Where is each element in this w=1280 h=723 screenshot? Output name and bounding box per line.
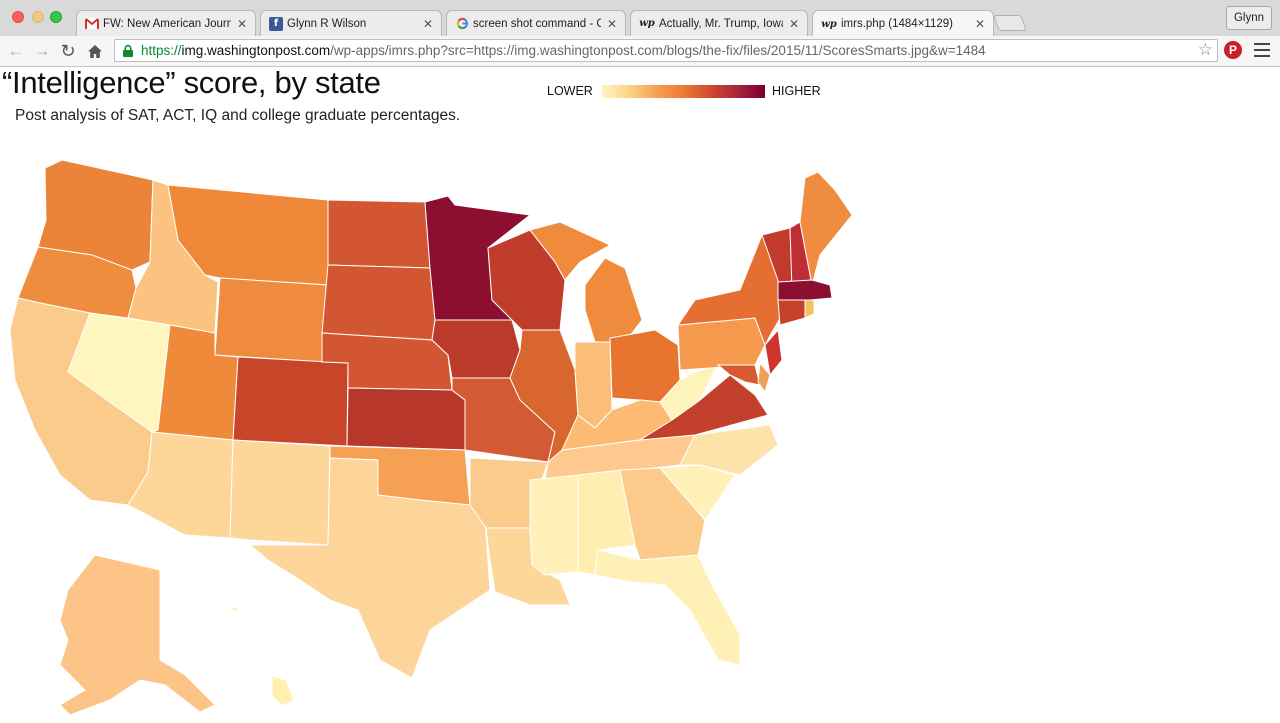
gmail-icon bbox=[85, 17, 99, 31]
washington-post-icon: wp bbox=[639, 18, 655, 29]
washington-post-icon: wp bbox=[821, 18, 837, 30]
state-wyoming bbox=[214, 277, 329, 363]
tab-imrs-php[interactable]: wp imrs.php (1484×1129) ✕ bbox=[812, 10, 994, 37]
arrow-right-icon: → bbox=[33, 41, 51, 60]
close-tab-icon[interactable]: ✕ bbox=[788, 16, 799, 31]
tab-title: imrs.php (1484×1129) bbox=[841, 18, 953, 30]
close-window-button[interactable] bbox=[12, 11, 24, 23]
tab-strip: FW: New American Journal ✕ f Glynn R Wil… bbox=[0, 0, 1280, 37]
back-button[interactable]: ← bbox=[5, 40, 27, 62]
graphic-title: “Intelligence” score, by state bbox=[2, 65, 381, 100]
home-button[interactable] bbox=[84, 40, 106, 62]
bookmark-star-icon[interactable]: ☆ bbox=[1197, 40, 1213, 59]
state-new-mexico bbox=[229, 439, 331, 546]
state-new-jersey bbox=[764, 328, 783, 377]
url-scheme: https:// bbox=[141, 43, 182, 58]
image-viewport: “Intelligence” score, by state Post anal… bbox=[0, 65, 1280, 723]
google-icon bbox=[455, 17, 469, 31]
tab-title: Actually, Mr. Trump, Iowa is bbox=[659, 17, 783, 30]
state-alaska bbox=[59, 554, 216, 716]
legend-high-label: HIGHER bbox=[772, 84, 821, 98]
new-tab-button[interactable] bbox=[993, 15, 1027, 31]
tab-gmail[interactable]: FW: New American Journal ✕ bbox=[76, 10, 256, 36]
tab-google-search[interactable]: screen shot command - Go ✕ bbox=[446, 10, 626, 36]
state-hawaii bbox=[228, 605, 295, 707]
tab-washington-post-article[interactable]: wp Actually, Mr. Trump, Iowa is ✕ bbox=[630, 10, 808, 36]
url-host: img.washingtonpost.com bbox=[181, 43, 331, 58]
state-colorado bbox=[232, 356, 349, 447]
state-maryland bbox=[716, 364, 761, 386]
address-bar[interactable]: https://img.washingtonpost.com/wp-apps/i… bbox=[114, 39, 1218, 62]
state-south-dakota bbox=[321, 264, 436, 341]
state-texas bbox=[248, 457, 491, 679]
state-south-carolina bbox=[658, 464, 736, 521]
tab-title: screen shot command - Go bbox=[473, 17, 601, 30]
url-path: /wp-apps/imrs.php?src=https://img.washin… bbox=[330, 43, 986, 58]
state-connecticut bbox=[777, 299, 806, 326]
tab-facebook[interactable]: f Glynn R Wilson ✕ bbox=[260, 10, 442, 36]
pinterest-extension-icon[interactable]: P bbox=[1224, 41, 1242, 59]
close-tab-icon[interactable]: ✕ bbox=[236, 16, 247, 31]
state-north-dakota bbox=[327, 199, 431, 269]
facebook-icon: f bbox=[269, 16, 283, 31]
state-kansas bbox=[346, 387, 466, 451]
browser-toolbar: ← → ↻ https://img.washingtonpost.com/wp-… bbox=[0, 36, 1280, 67]
legend-low-label: LOWER bbox=[547, 84, 593, 98]
state-indiana bbox=[574, 341, 613, 429]
state-michigan bbox=[529, 221, 643, 343]
maximize-window-button[interactable] bbox=[50, 11, 62, 23]
home-icon bbox=[88, 44, 102, 58]
state-pennsylvania bbox=[677, 317, 766, 371]
state-massachusetts bbox=[777, 279, 833, 301]
legend-color-scale bbox=[602, 85, 765, 98]
tab-title: Glynn R Wilson bbox=[287, 17, 367, 30]
tab-title: FW: New American Journal bbox=[103, 17, 231, 30]
close-tab-icon[interactable]: ✕ bbox=[422, 16, 433, 31]
lock-icon bbox=[123, 44, 133, 57]
graphic-subtitle: Post analysis of SAT, ACT, IQ and colleg… bbox=[15, 107, 461, 124]
reload-icon: ↻ bbox=[60, 40, 76, 61]
state-florida bbox=[594, 549, 741, 666]
state-mississippi bbox=[529, 474, 579, 576]
profile-button[interactable]: Glynn bbox=[1225, 6, 1272, 30]
reload-button[interactable]: ↻ bbox=[57, 40, 79, 62]
us-choropleth-map bbox=[9, 159, 853, 716]
close-tab-icon[interactable]: ✕ bbox=[606, 16, 617, 31]
state-rhode-island bbox=[804, 299, 815, 319]
close-tab-icon[interactable]: ✕ bbox=[974, 17, 985, 31]
state-delaware bbox=[757, 361, 771, 394]
forward-button[interactable]: → bbox=[31, 40, 53, 62]
arrow-left-icon: ← bbox=[7, 41, 25, 60]
browser-menu-icon[interactable] bbox=[1254, 43, 1270, 61]
minimize-window-button[interactable] bbox=[32, 11, 44, 23]
